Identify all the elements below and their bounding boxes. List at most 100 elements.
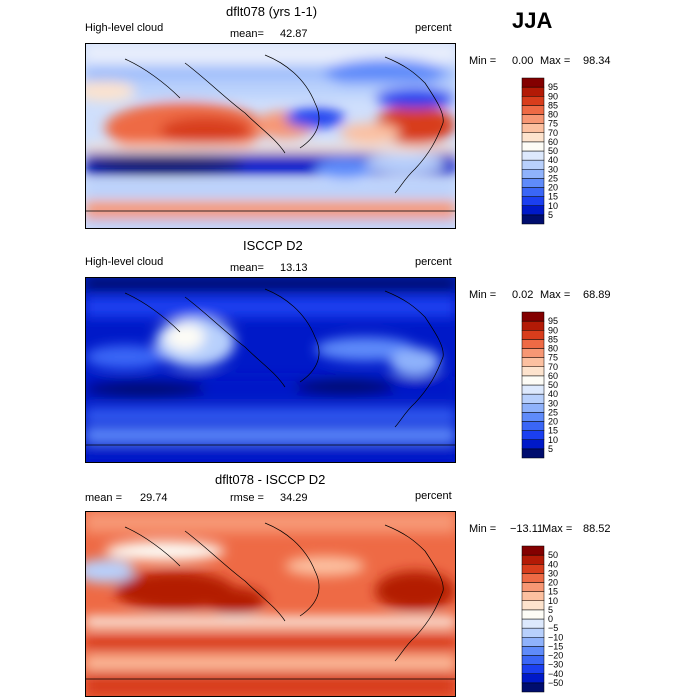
colorbar-swatch xyxy=(521,393,545,404)
panel1-mean-value: 42.87 xyxy=(280,28,308,40)
colorbar-swatch xyxy=(521,159,545,170)
colorbar-tick-label: −15 xyxy=(548,641,563,651)
colorbar-swatch xyxy=(521,320,545,331)
panel3-min-value: −13.11 xyxy=(510,523,544,535)
colorbar-tick-label: 15 xyxy=(548,426,558,436)
panel3-min-label: Min = xyxy=(469,523,497,535)
colorbar-swatch xyxy=(521,86,545,97)
colorbar-tick-label: −50 xyxy=(548,678,563,688)
panel3-max-label: Max = xyxy=(542,523,573,535)
colorbar-tick-label: 75 xyxy=(548,119,558,129)
colorbar-tick-label: −5 xyxy=(548,623,558,633)
colorbar-tick-label: 85 xyxy=(548,100,558,110)
colorbar-swatch xyxy=(521,375,545,386)
colorbar-tick-label: 10 xyxy=(548,435,558,445)
colorbar-swatch xyxy=(521,339,545,349)
panel2-max-label: Max = xyxy=(540,289,571,301)
panel2-min-value: 0.02 xyxy=(512,289,534,301)
colorbar-tick-label: −30 xyxy=(548,660,563,670)
colorbar-swatch xyxy=(521,123,545,133)
colorbar-tick-label: 30 xyxy=(548,164,558,174)
colorbar-swatch xyxy=(521,105,545,115)
panel3-mean-value: 29.74 xyxy=(140,492,168,504)
colorbar-swatch xyxy=(521,178,545,188)
colorbar-swatch xyxy=(521,132,545,143)
colorbar-swatch xyxy=(521,627,545,638)
colorbar-tick-label: 5 xyxy=(548,210,553,220)
colorbar-tick-label: 30 xyxy=(548,398,558,408)
colorbar-swatch xyxy=(521,609,545,620)
colorbar-tick-label: 10 xyxy=(548,596,558,606)
panel1-max-value: 98.34 xyxy=(583,55,611,67)
colorbar-tick-label: 50 xyxy=(548,550,558,560)
colorbar-tick-label: 80 xyxy=(548,344,558,354)
colorbar-tick-label: 90 xyxy=(548,325,558,335)
colorbar-swatch xyxy=(521,330,545,340)
colorbar-tick-label: 15 xyxy=(548,587,558,597)
colorbar-swatch xyxy=(521,421,545,431)
panel3-rmse-label: rmse = xyxy=(230,492,264,504)
colorbar-tick-label: 50 xyxy=(548,146,558,156)
colorbar-swatch xyxy=(521,682,545,693)
panel1-units: percent xyxy=(415,22,452,34)
panel3-rmse-value: 34.29 xyxy=(280,492,308,504)
panel1-min-value: 0.00 xyxy=(512,55,534,67)
panel2-title: ISCCP D2 xyxy=(243,238,303,253)
colorbar-tick-label: 20 xyxy=(548,417,558,427)
colorbar-swatch xyxy=(521,77,545,88)
colorbar-tick-label: 20 xyxy=(548,578,558,588)
colorbar-swatch xyxy=(521,554,545,565)
colorbar-tick-label: 85 xyxy=(548,334,558,344)
colorbar-swatch xyxy=(521,311,545,322)
colorbar-swatch xyxy=(521,214,545,225)
colorbar-tick-label: −10 xyxy=(548,632,563,642)
colorbar-tick-label: 15 xyxy=(548,192,558,202)
colorbar-tick-label: −40 xyxy=(548,669,563,679)
panel3-map xyxy=(85,511,456,697)
colorbar-tick-label: 95 xyxy=(548,82,558,92)
colorbar-tick-label: 40 xyxy=(548,559,558,569)
colorbar-tick-label: 70 xyxy=(548,128,558,138)
panel2-units: percent xyxy=(415,256,452,268)
colorbar-swatch xyxy=(521,205,545,216)
colorbar-swatch xyxy=(521,439,545,450)
colorbar-swatch xyxy=(521,384,545,395)
panel1-max-label: Max = xyxy=(540,55,571,67)
panel2-max-value: 68.89 xyxy=(583,289,611,301)
colorbar-tick-label: 40 xyxy=(548,155,558,165)
colorbar-tick-label: −20 xyxy=(548,651,563,661)
colorbar-swatch xyxy=(521,141,545,152)
colorbar-swatch xyxy=(521,348,545,358)
colorbar-swatch xyxy=(521,564,545,574)
colorbar-swatch xyxy=(521,412,545,422)
colorbar-swatch xyxy=(521,403,545,413)
colorbar-swatch xyxy=(521,600,545,611)
colorbar-swatch xyxy=(521,545,545,556)
panel3-mean-label: mean = xyxy=(85,492,122,504)
colorbar-swatch xyxy=(521,646,545,656)
colorbar-tick-label: 95 xyxy=(548,316,558,326)
colorbar-tick-label: 60 xyxy=(548,137,558,147)
colorbar-tick-label: 30 xyxy=(548,568,558,578)
panel3-title: dflt078 - ISCCP D2 xyxy=(215,472,326,487)
panel1-min-label: Min = xyxy=(469,55,497,67)
colorbar-tick-label: 5 xyxy=(548,444,553,454)
colorbar-tick-label: 20 xyxy=(548,183,558,193)
colorbar-tick-label: 75 xyxy=(548,353,558,363)
panel1-map xyxy=(85,43,456,229)
panel2-mean-label: mean= xyxy=(230,262,264,274)
panel2-min-label: Min = xyxy=(469,289,497,301)
colorbar-swatch xyxy=(521,366,545,377)
colorbar-swatch xyxy=(521,430,545,440)
colorbar-swatch xyxy=(521,187,545,197)
colorbar-swatch xyxy=(521,96,545,106)
panel2-variable: High-level cloud xyxy=(85,256,164,268)
colorbar-swatch xyxy=(521,196,545,206)
colorbar-swatch xyxy=(521,573,545,583)
panel1-title: dflt078 (yrs 1-1) xyxy=(226,4,318,19)
colorbar-tick-label: 25 xyxy=(548,173,558,183)
